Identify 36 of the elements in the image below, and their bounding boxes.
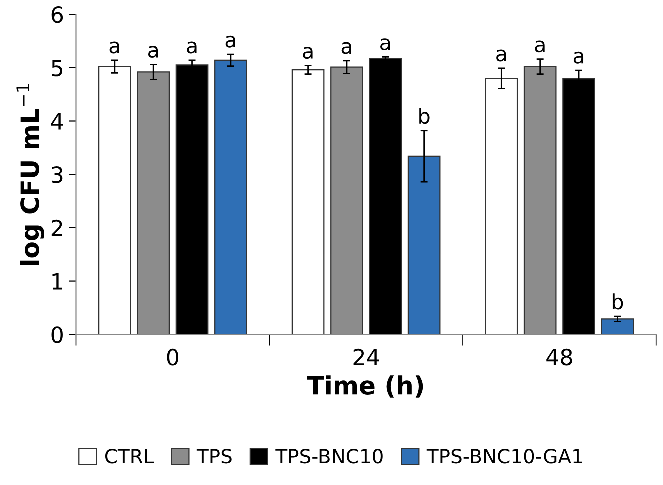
y-tick-label: 6 <box>52 6 64 24</box>
data-label: a <box>574 52 584 64</box>
y-tick-label: 3 <box>52 166 63 184</box>
data-label: b <box>612 294 624 310</box>
data-label: a <box>535 40 545 53</box>
legend-label: TPS <box>196 449 232 464</box>
bar <box>98 66 132 335</box>
data-label: a <box>110 42 120 54</box>
data-label: b <box>420 108 430 124</box>
data-label: a <box>187 42 197 54</box>
bar <box>214 60 248 335</box>
y-tick-label: 5 <box>52 60 62 77</box>
bar <box>369 58 402 335</box>
legend-label: TPS-BNC10 <box>276 449 383 464</box>
x-tick-label: 48 <box>546 348 572 366</box>
y-tick-label: 4 <box>51 113 64 130</box>
data-label: a <box>342 42 352 54</box>
bar <box>485 78 518 335</box>
y-tick-label: 2 <box>52 220 62 236</box>
y-tick-label: 0 <box>52 326 63 344</box>
bar <box>601 318 634 335</box>
bar <box>176 64 209 335</box>
x-tick-label: 0 <box>167 348 179 366</box>
x-tick-label: 24 <box>354 348 380 366</box>
data-label: a <box>226 36 236 48</box>
legend-label: TPS-BNC10-GA1 <box>426 449 582 464</box>
x-axis-title: Time (h) <box>307 376 424 398</box>
data-label: a <box>303 47 313 60</box>
data-label: a <box>148 46 158 58</box>
bar <box>408 156 441 335</box>
y-tick-label: 1 <box>52 274 62 290</box>
legend-label: CTRL <box>106 449 154 464</box>
y-axis-title: log CFU mL$^{−1}$ <box>16 84 44 266</box>
data-label: a <box>380 38 390 51</box>
data-label: a <box>496 50 506 62</box>
bar <box>292 69 325 335</box>
